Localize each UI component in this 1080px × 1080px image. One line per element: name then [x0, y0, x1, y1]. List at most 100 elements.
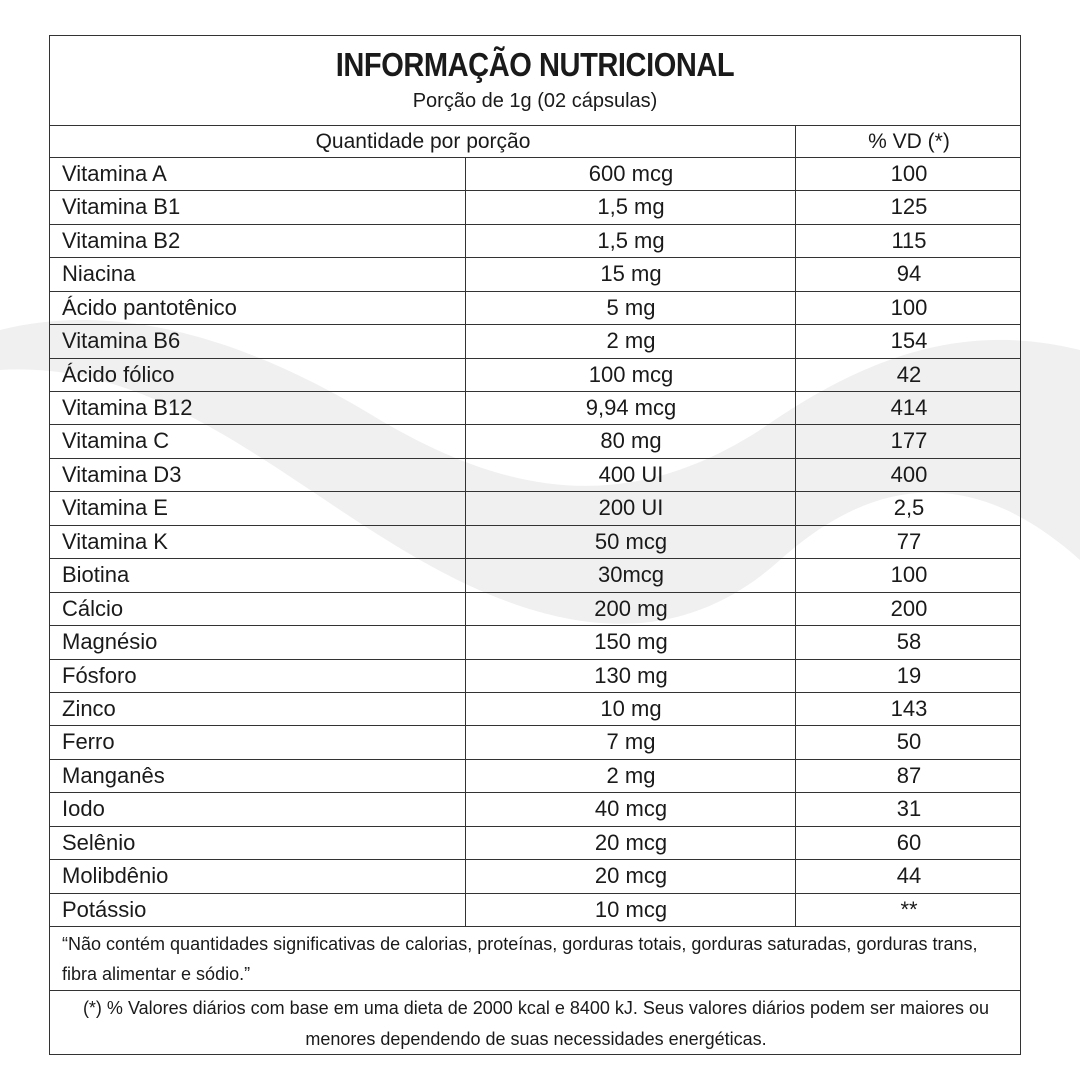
- amount: 20 mcg: [594, 829, 668, 855]
- daily-value: 44: [896, 863, 922, 889]
- row-divider: [50, 758, 1020, 760]
- amount: 100 mcg: [588, 361, 674, 387]
- divider: [50, 157, 1020, 158]
- nutrient-name: Ácido pantotênico: [62, 294, 237, 320]
- amount: 130 mg: [594, 662, 668, 688]
- nutrient-name: Manganês: [62, 762, 165, 788]
- nutrient-name: Vitamina C: [62, 428, 170, 454]
- daily-value: 115: [891, 227, 927, 253]
- nutrient-name: Ferro: [62, 729, 115, 755]
- subtitle: Porção de 1g (02 cápsulas): [412, 90, 658, 112]
- amount: 200 UI: [598, 495, 664, 521]
- amount: 30mcg: [597, 562, 665, 588]
- nutrient-name: Cálcio: [62, 595, 124, 621]
- column-header: Quantidade por porção: [315, 130, 531, 153]
- nutrient-name: Vitamina B1: [62, 194, 181, 220]
- daily-value: 100: [890, 562, 928, 588]
- row-divider: [50, 859, 1020, 861]
- daily-value: 31: [896, 796, 922, 822]
- amount: 2 mg: [606, 328, 656, 354]
- daily-value: 19: [896, 662, 922, 688]
- row-divider: [50, 424, 1020, 426]
- divider: [50, 990, 1020, 991]
- row-divider: [50, 324, 1020, 326]
- daily-value: 143: [890, 695, 928, 721]
- nutrient-name: Vitamina D3: [62, 461, 182, 487]
- row-divider: [50, 591, 1020, 593]
- nutrient-name: Molibdênio: [62, 863, 169, 889]
- amount: 2 mg: [606, 762, 656, 788]
- daily-value: 58: [896, 629, 922, 655]
- daily-value: 94: [896, 261, 922, 287]
- row-divider: [50, 457, 1020, 459]
- nutrient-name: Vitamina B2: [62, 227, 181, 253]
- amount: 15 mg: [600, 261, 662, 287]
- row-divider: [50, 792, 1020, 794]
- amount: 10 mg: [600, 695, 662, 721]
- amount: 600 mcg: [588, 161, 674, 186]
- nutrient-name: Selênio: [62, 829, 136, 855]
- nutrient-name: Vitamina K: [62, 528, 168, 554]
- daily-value: 42: [896, 361, 922, 387]
- nutrient-name: Niacina: [62, 261, 136, 287]
- row-divider: [50, 558, 1020, 560]
- row-divider: [50, 725, 1020, 727]
- amount: 150 mg: [594, 629, 668, 655]
- nutrient-name: Magnésio: [62, 629, 158, 655]
- daily-value: 414: [890, 395, 928, 421]
- row-divider: [50, 524, 1020, 526]
- amount: 20 mcg: [594, 863, 668, 889]
- nutrient-name: Biotina: [62, 562, 130, 588]
- daily-value: 100: [890, 161, 928, 186]
- nutrient-name: Vitamina E: [62, 495, 168, 521]
- wave-shape: [0, 320, 1080, 624]
- nutrient-name: Iodo: [62, 796, 105, 822]
- amount: 9,94 mcg: [585, 395, 677, 421]
- title: INFORMAÇÃO NUTRICIONAL: [335, 46, 735, 83]
- daily-value: 400: [890, 461, 928, 487]
- amount: 50 mcg: [594, 528, 668, 554]
- row-divider: [50, 691, 1020, 693]
- daily-value: 87: [896, 762, 922, 788]
- nutrient-name: Zinco: [62, 695, 116, 721]
- amount: 40 mcg: [594, 796, 668, 822]
- row-divider: [50, 625, 1020, 627]
- row-divider: [50, 391, 1020, 393]
- nutrition-table: INFORMAÇÃO NUTRICIONAL Porção de 1g (02 …: [49, 35, 1021, 1055]
- amount: 1,5 mg: [597, 227, 665, 253]
- amount: 400 UI: [598, 461, 664, 487]
- daily-value: 77: [896, 528, 922, 554]
- row-divider: [50, 190, 1020, 192]
- daily-value: 177: [890, 428, 928, 454]
- row-divider: [50, 825, 1020, 827]
- nutrient-name: Vitamina A: [62, 161, 167, 186]
- amount: 10 mcg: [594, 896, 668, 922]
- daily-value: 100: [890, 294, 928, 320]
- row-divider: [50, 357, 1020, 359]
- daily-value: 154: [890, 328, 928, 354]
- row-divider: [50, 290, 1020, 292]
- daily-value: 200: [890, 595, 928, 621]
- nutrient-name: Vitamina B12: [62, 395, 193, 421]
- amount: 5 mg: [606, 294, 656, 320]
- row-divider: [50, 223, 1020, 225]
- nutrient-name: Vitamina B6: [62, 328, 181, 354]
- amount: 200 mg: [594, 595, 668, 621]
- daily-value: 50: [896, 729, 922, 755]
- divider: [50, 926, 1020, 927]
- nutrient-name: Fósforo: [62, 662, 137, 688]
- daily-value: 60: [896, 829, 922, 855]
- daily-value: **: [900, 896, 918, 922]
- column-header: % VD (*): [868, 130, 950, 153]
- column-divider: [465, 157, 466, 926]
- row-divider: [50, 658, 1020, 660]
- footnote: (*) % Valores diários com base em uma di…: [82, 998, 990, 1049]
- footnote: “Não contém quantidades significativas d…: [62, 934, 978, 984]
- nutrient-name: Ácido fólico: [62, 361, 175, 387]
- row-divider: [50, 491, 1020, 493]
- daily-value: 2,5: [893, 495, 925, 521]
- row-divider: [50, 892, 1020, 894]
- daily-value: 125: [890, 194, 928, 220]
